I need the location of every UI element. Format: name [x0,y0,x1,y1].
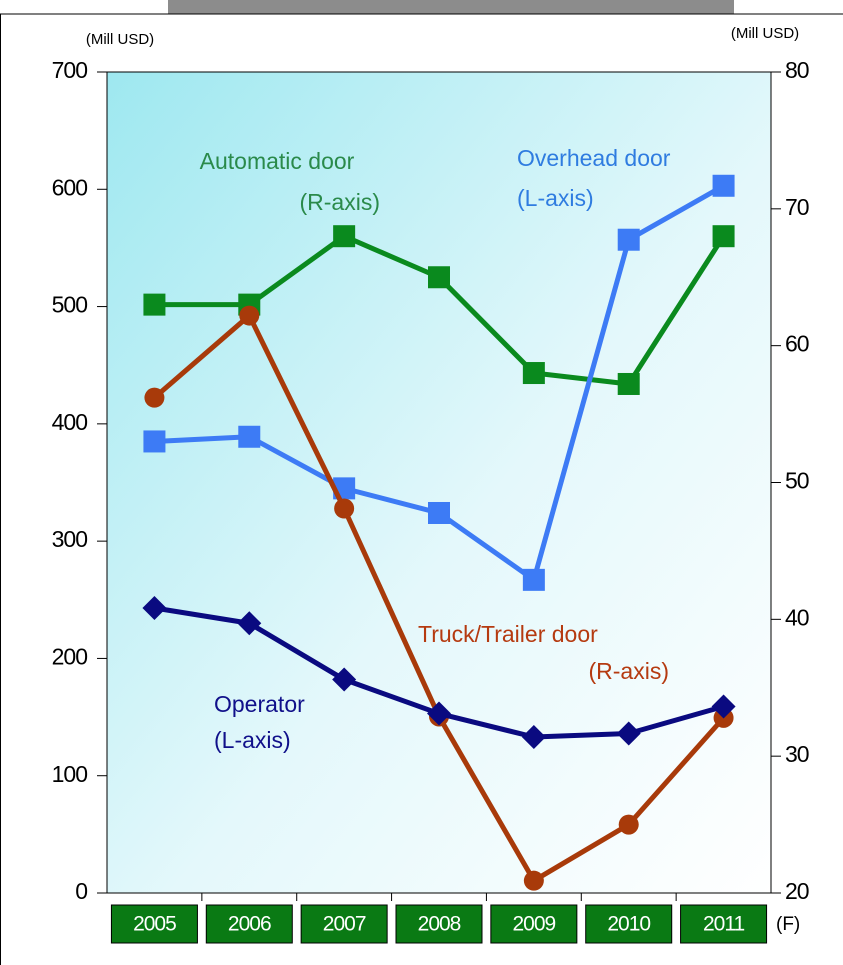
x-tick-label: 2011 [703,913,744,936]
y-tick-label: 100 [52,761,88,787]
x-tick-label: 2007 [323,913,366,936]
category-box [205,904,293,944]
y-tick-label: 200 [52,644,88,670]
y2-tick-label: 70 [785,194,809,220]
marker [238,425,261,448]
marker [428,266,450,289]
y2-tick-label: 60 [785,331,809,357]
series-label: Automatic door [200,148,355,174]
marker [143,430,166,453]
marker [239,305,260,326]
marker [618,814,639,835]
marker [712,225,735,248]
marker [142,595,167,620]
marker [523,870,544,891]
header-bar [168,0,734,14]
category-box [110,904,198,944]
y2-unit: (Mill USD) [731,25,799,42]
marker [711,694,736,719]
series-note: (R-axis) [300,189,381,215]
marker [521,725,546,750]
y-tick-label: 500 [52,292,88,318]
marker [616,721,641,746]
y-tick-label: 400 [52,409,88,435]
y2-tick-label: 40 [785,604,809,630]
marker [617,228,640,251]
y2-tick-label: 20 [785,878,809,904]
x-tick-label: 2008 [418,913,461,936]
marker [427,701,451,726]
series-note: (R-axis) [589,658,670,684]
marker [522,362,545,385]
series-note: (L-axis) [214,727,291,753]
category-box [395,904,483,944]
series-label: Operator [214,691,305,717]
category-box [490,904,578,944]
series-label: Overhead door [517,145,671,171]
marker [522,568,545,591]
series-label: Truck/Trailer door [418,621,598,647]
y-tick-label: 0 [75,878,87,904]
y-tick-label: 300 [52,526,88,552]
marker [334,498,355,519]
category-box [585,904,673,944]
x-tick-label: 2005 [133,913,176,936]
marker [237,611,262,636]
y-tick-label: 600 [52,174,88,200]
marker [333,225,356,248]
x-tick-label: 2009 [512,913,555,936]
marker [428,501,450,524]
y2-tick-label: 30 [785,741,809,767]
forecast-mark: (F) [776,914,800,935]
y-unit: (Mill USD) [86,31,154,48]
category-box [300,904,388,944]
y-tick-label: 700 [52,57,88,83]
plot-area [106,71,772,894]
x-tick-label: 2010 [607,913,650,936]
marker [332,667,357,692]
category-box [680,904,768,944]
marker [143,293,166,316]
series-note: (L-axis) [517,185,594,211]
marker [144,387,165,408]
x-tick-label: 2006 [228,913,271,936]
marker [712,174,735,197]
marker [617,372,640,395]
y2-tick-label: 80 [785,57,809,83]
y2-tick-label: 50 [785,468,809,494]
